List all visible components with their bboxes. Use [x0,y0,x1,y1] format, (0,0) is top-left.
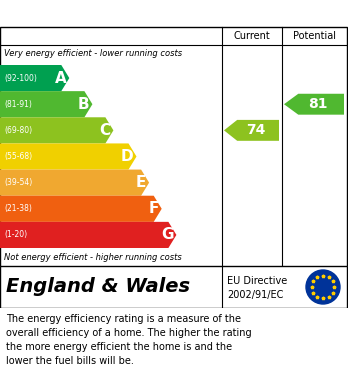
Text: 81: 81 [309,97,328,111]
Polygon shape [0,65,69,91]
Text: (69-80): (69-80) [4,126,32,135]
Text: (92-100): (92-100) [4,74,37,83]
Text: The energy efficiency rating is a measure of the
overall efficiency of a home. T: The energy efficiency rating is a measur… [6,314,252,366]
Text: 2002/91/EC: 2002/91/EC [227,290,283,300]
Text: England & Wales: England & Wales [6,278,190,296]
Text: (21-38): (21-38) [4,204,32,213]
Polygon shape [284,94,344,115]
Text: D: D [121,149,134,164]
Text: EU Directive: EU Directive [227,276,287,286]
Polygon shape [0,143,136,170]
Polygon shape [0,222,176,248]
Text: A: A [55,70,66,86]
Text: Very energy efficient - lower running costs: Very energy efficient - lower running co… [4,48,182,57]
Text: G: G [161,228,173,242]
Polygon shape [0,117,113,143]
Polygon shape [224,120,279,141]
Circle shape [306,270,340,304]
Text: Current: Current [234,31,270,41]
Text: (81-91): (81-91) [4,100,32,109]
Text: 74: 74 [246,123,265,137]
Polygon shape [0,196,162,222]
Text: (55-68): (55-68) [4,152,32,161]
Text: C: C [99,123,110,138]
Polygon shape [0,170,149,196]
Text: F: F [148,201,159,216]
Text: Energy Efficiency Rating: Energy Efficiency Rating [8,6,199,20]
Polygon shape [0,91,93,117]
Text: E: E [136,175,146,190]
Text: B: B [78,97,89,112]
Text: (39-54): (39-54) [4,178,32,187]
Text: Not energy efficient - higher running costs: Not energy efficient - higher running co… [4,253,182,262]
Text: (1-20): (1-20) [4,230,27,239]
Text: Potential: Potential [293,31,337,41]
